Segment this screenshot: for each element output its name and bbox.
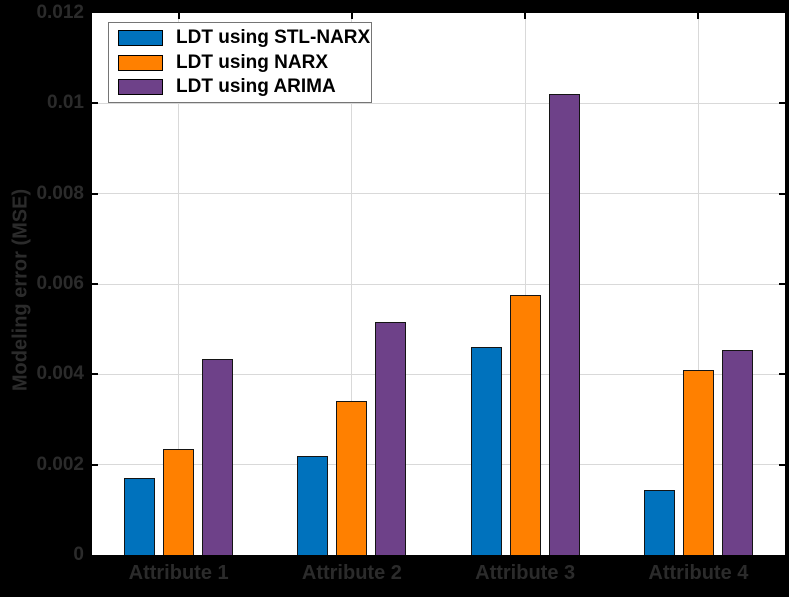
- legend-item: LDT using ARIMA: [118, 76, 371, 98]
- gridline-horizontal: [92, 464, 785, 466]
- legend-item-label: LDT using NARX: [176, 51, 328, 73]
- bar-series2-cat2: [336, 401, 368, 555]
- legend-item-label: LDT using STL-NARX: [176, 27, 371, 49]
- x-tick-label: Attribute 3: [475, 562, 576, 584]
- bar-series2-cat1: [163, 448, 195, 555]
- legend-swatch-icon: [118, 54, 163, 71]
- y-tick-label: 0.01: [47, 92, 84, 114]
- axis-tick-left: [92, 373, 98, 376]
- gridline-vertical: [697, 13, 699, 555]
- axis-tick-right: [779, 283, 785, 285]
- x-tick-label: Attribute 1: [128, 562, 229, 584]
- bar-series1-cat1: [124, 478, 156, 555]
- x-tick-label: Attribute 2: [301, 562, 402, 584]
- legend-item-label: LDT using ARIMA: [176, 75, 336, 97]
- legend-item: LDT using STL-NARX: [118, 27, 371, 49]
- y-tick-label: 0.006: [36, 273, 84, 294]
- y-tick-label: 0.004: [36, 363, 84, 385]
- axis-tick-top: [697, 13, 700, 19]
- axis-tick-top: [524, 13, 527, 19]
- gridline-horizontal: [92, 102, 785, 104]
- plot-inner: [92, 13, 785, 555]
- bar-series3-cat2: [375, 322, 407, 555]
- axis-tick-right: [779, 373, 785, 376]
- y-tick-label: 0.002: [36, 453, 84, 475]
- gridline-horizontal: [92, 283, 785, 285]
- gridline-vertical: [524, 13, 526, 555]
- axis-tick-left: [92, 463, 98, 466]
- axis-tick-right: [779, 463, 785, 466]
- legend-swatch-icon: [118, 30, 163, 47]
- legend-item: LDT using NARX: [118, 52, 371, 74]
- gridline-horizontal: [92, 193, 785, 195]
- y-tick-label: 0.008: [36, 182, 84, 204]
- axis-tick-right: [779, 192, 785, 195]
- legend-swatch-icon: [118, 78, 163, 95]
- chart-plot-area: [90, 11, 787, 557]
- bar-series1-cat3: [470, 347, 502, 555]
- y-tick-label: 0.012: [36, 2, 84, 23]
- bar-series3-cat4: [721, 349, 753, 555]
- axis-tick-left: [92, 283, 98, 285]
- bar-series3-cat3: [548, 94, 580, 555]
- axis-tick-top: [350, 13, 353, 19]
- bar-series1-cat4: [643, 489, 675, 555]
- bar-series2-cat3: [509, 295, 541, 555]
- bar-series2-cat4: [682, 369, 714, 555]
- gridline-horizontal: [92, 373, 785, 375]
- axis-tick-left: [92, 102, 98, 105]
- bar-series3-cat1: [202, 358, 234, 555]
- gridline-vertical: [178, 13, 180, 555]
- axis-tick-right: [779, 102, 785, 105]
- axis-tick-left: [92, 192, 98, 195]
- bar-series1-cat2: [297, 455, 329, 555]
- legend: LDT using STL-NARX LDT using NARX LDT usin…: [108, 22, 372, 103]
- x-tick-label: Attribute 4: [648, 562, 749, 584]
- axis-tick-top: [177, 13, 180, 19]
- y-tick-label: 0: [73, 544, 84, 565]
- gridline-vertical: [351, 13, 353, 555]
